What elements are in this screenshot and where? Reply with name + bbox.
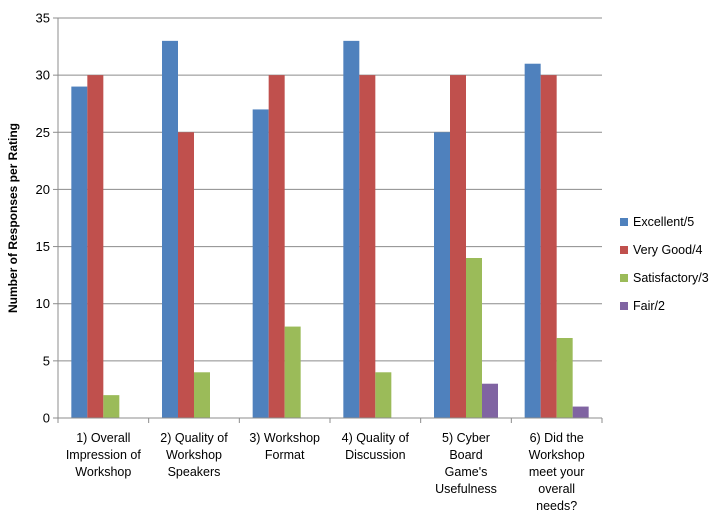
gridlines [58, 17, 602, 362]
legend-swatch [620, 302, 628, 310]
y-tick-label: 35 [36, 11, 50, 26]
x-category-label: overall [538, 482, 575, 496]
y-tick-label: 15 [36, 239, 50, 254]
legend-item: Very Good/4 [620, 241, 722, 259]
x-category-label: Discussion [345, 448, 405, 462]
y-axis-label: Number of Responses per Rating [6, 123, 20, 313]
x-category-label: 5) Cyber [442, 431, 490, 445]
bar-3-6 [556, 338, 573, 418]
x-category-label: Speakers [168, 465, 221, 479]
legend-item: Satisfactory/3 [620, 269, 722, 287]
bar-1-4 [343, 40, 360, 418]
legend: Excellent/5 Very Good/4 Satisfactory/3 Fair… [620, 213, 722, 325]
bar-3-4 [375, 372, 392, 418]
y-tick-label: 5 [43, 353, 50, 368]
legend-swatch [620, 274, 628, 282]
bar-2-2 [178, 132, 194, 419]
y-tick-label: 25 [36, 125, 50, 140]
y-tick-label: 10 [36, 296, 50, 311]
x-category-label: meet your [529, 465, 585, 479]
legend-label: Satisfactory/3 [633, 271, 709, 285]
y-tick-label: 0 [43, 411, 50, 426]
bar-2-3 [268, 75, 285, 419]
bar-3-1 [103, 395, 120, 418]
x-category-label: 1) Overall [76, 431, 130, 445]
y-tick-label: 30 [36, 68, 50, 83]
x-category-label: needs? [536, 499, 577, 513]
legend-item: Fair/2 [620, 297, 722, 315]
bars [71, 40, 589, 419]
legend-item: Excellent/5 [620, 213, 722, 231]
x-category-label: 4) Quality of [342, 431, 410, 445]
axes [57, 18, 602, 419]
bar-1-6 [524, 63, 541, 418]
bar-4-5 [482, 383, 498, 418]
x-category-label: 6) Did the [530, 431, 584, 445]
bar-1-5 [434, 132, 450, 419]
x-category-label: Workshop [529, 448, 585, 462]
bar-2-4 [359, 75, 376, 419]
bar-1-3 [252, 109, 269, 418]
x-category-label: Board [449, 448, 482, 462]
x-category-label: Format [265, 448, 305, 462]
bar-3-3 [284, 326, 301, 418]
x-category-label: Workshop [75, 465, 131, 479]
legend-label: Very Good/4 [633, 243, 703, 257]
x-category-label: 2) Quality of [160, 431, 228, 445]
legend-swatch [620, 246, 628, 254]
x-category-label: Usefulness [435, 482, 497, 496]
bar-3-2 [194, 372, 210, 418]
bar-2-6 [540, 75, 557, 419]
legend-swatch [620, 218, 628, 226]
x-category-label: Game's [445, 465, 488, 479]
bar-2-1 [87, 75, 104, 419]
x-axis-categories: 1) Overall Impression of Workshop 2) Qualit… [57, 418, 603, 513]
x-category-label: 3) Workshop [249, 431, 320, 445]
bar-3-5 [466, 258, 482, 418]
bar-1-1 [71, 86, 88, 419]
y-axis-ticks: 0 5 10 15 20 25 30 35 [36, 11, 58, 426]
legend-label: Excellent/5 [633, 215, 695, 229]
x-category-label: Impression of [66, 448, 142, 462]
bar-2-5 [450, 75, 466, 419]
y-tick-label: 20 [36, 182, 50, 197]
x-category-label: Workshop [166, 448, 222, 462]
bar-4-6 [572, 406, 589, 418]
legend-label: Fair/2 [633, 299, 665, 313]
bar-1-2 [162, 40, 178, 418]
